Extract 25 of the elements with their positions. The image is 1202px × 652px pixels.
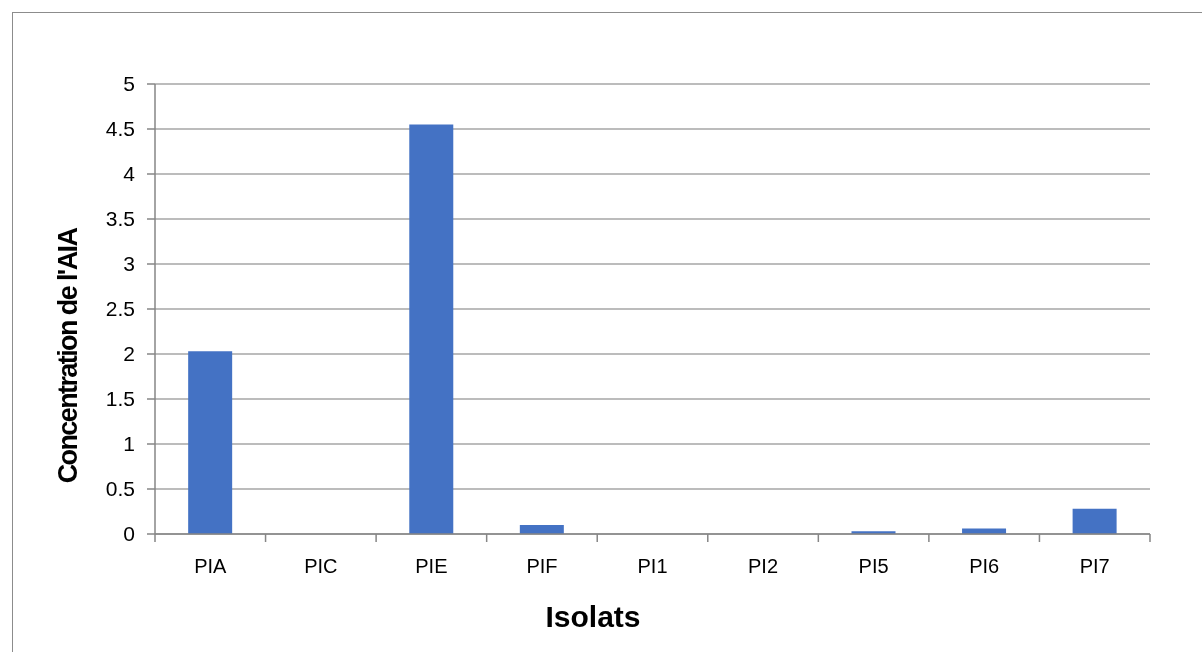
- x-tick-label: PI5: [858, 555, 889, 577]
- y-axis-title: Concentration de l'AIA: [53, 227, 83, 484]
- x-tick-label: PIF: [526, 555, 558, 577]
- x-tick-label: PIC: [304, 555, 338, 577]
- y-tick-label: 0.5: [105, 477, 135, 501]
- y-tick-label: 4: [123, 162, 136, 186]
- y-tick-label: 2: [123, 342, 135, 366]
- y-tick-label: 0: [123, 522, 135, 546]
- x-tick-label: PI2: [748, 555, 779, 577]
- x-tick-label: PIE: [415, 555, 448, 577]
- x-tick-label: PIA: [194, 555, 228, 577]
- x-tick-label: PI6: [969, 555, 1000, 577]
- bar: [188, 351, 233, 534]
- x-tick-label: PI7: [1079, 555, 1110, 577]
- y-tick-label: 4.5: [105, 117, 135, 141]
- x-tick-label: PI1: [637, 555, 668, 577]
- y-tick-label: 1: [123, 432, 135, 456]
- y-tick-label: 3.5: [105, 207, 135, 231]
- bar: [409, 124, 454, 534]
- y-tick-label: 3: [123, 252, 135, 276]
- x-axis-title: Isolats: [545, 600, 641, 633]
- y-tick-label: 5: [123, 72, 135, 96]
- bar: [1072, 508, 1117, 534]
- y-tick-label: 2.5: [105, 297, 135, 321]
- y-tick-label: 1.5: [105, 387, 135, 411]
